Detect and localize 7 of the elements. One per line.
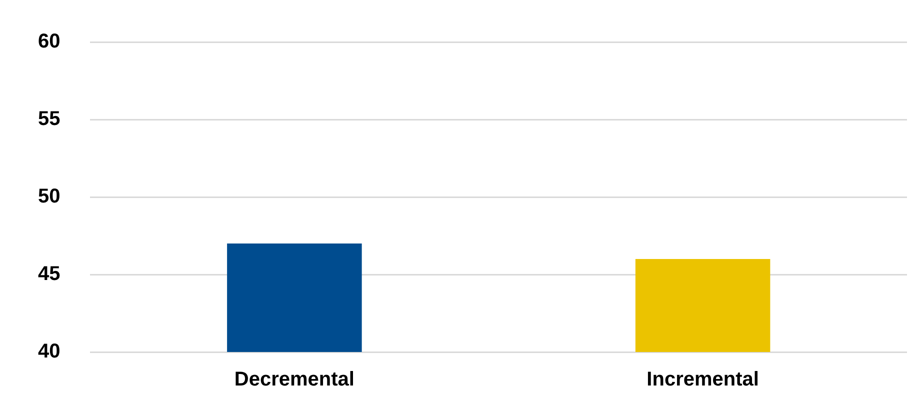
y-tick-label: 45 bbox=[38, 263, 60, 286]
x-tick-label: Decremental bbox=[234, 368, 354, 391]
y-tick-label: 50 bbox=[38, 186, 60, 208]
y-tick-label: 55 bbox=[38, 108, 60, 130]
x-tick-label: Incremental bbox=[646, 368, 759, 391]
y-tick-label: 60 bbox=[38, 30, 60, 53]
y-tick-label: 40 bbox=[38, 340, 60, 363]
